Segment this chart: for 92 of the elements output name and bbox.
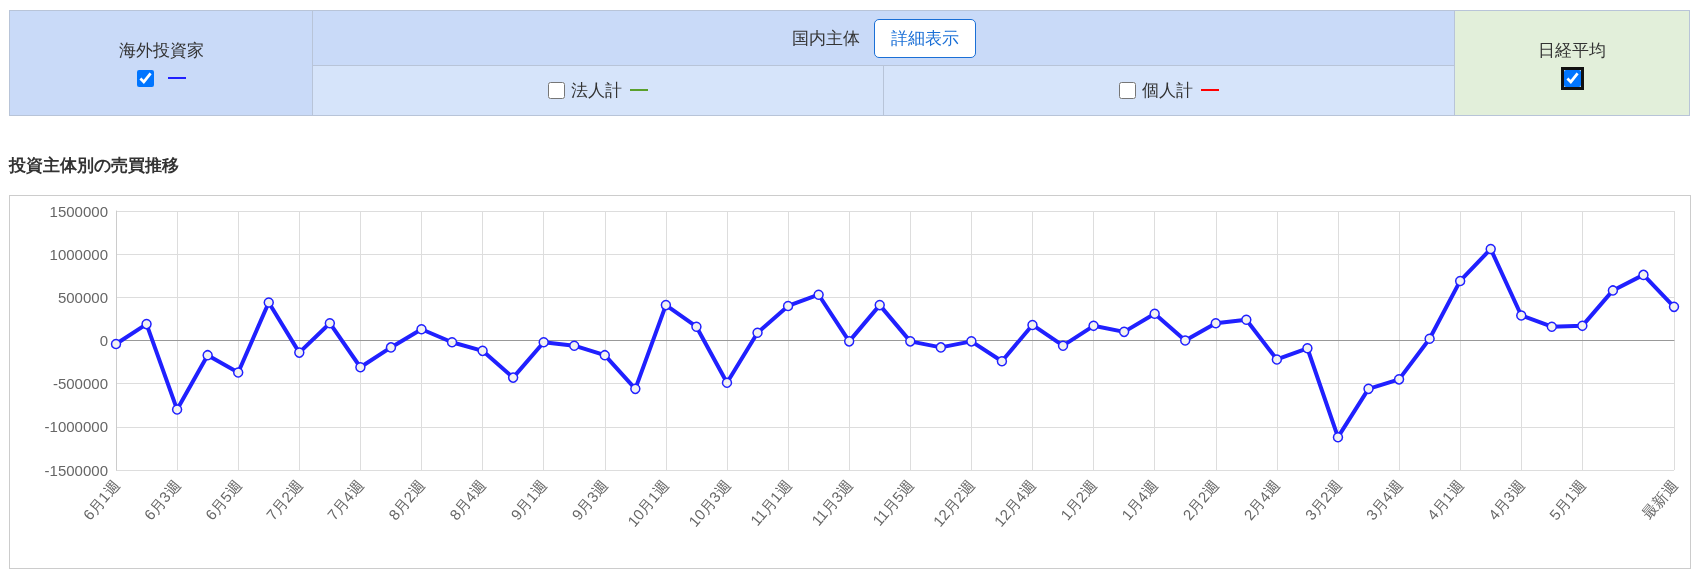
x-tick-label: 1月4週 <box>1118 476 1162 524</box>
point <box>1393 374 1405 385</box>
y-tick-label: -1000000 <box>44 418 108 436</box>
point <box>1179 335 1191 346</box>
x-tick-label: 6月5週 <box>201 476 245 524</box>
point <box>1363 383 1374 395</box>
point <box>294 347 305 358</box>
chart-title: 投資主体別の売買推移 <box>9 154 179 177</box>
x-tick-label: 11月5週 <box>869 476 917 529</box>
text: 日経平均 <box>1537 38 1607 62</box>
point <box>507 372 519 383</box>
x-tick-label: 9月3週 <box>568 476 612 524</box>
point <box>1577 320 1588 332</box>
y-tick-label: -1500000 <box>44 461 108 479</box>
point <box>691 321 702 332</box>
point <box>1027 319 1038 331</box>
point <box>1454 275 1466 287</box>
point <box>477 345 488 357</box>
y-tick-label: 1500000 <box>49 202 108 220</box>
x-tick-label: 8月2週 <box>384 476 428 524</box>
point <box>1241 314 1252 326</box>
point <box>1210 317 1222 329</box>
point <box>1607 285 1619 296</box>
point <box>843 336 855 347</box>
point <box>1516 310 1527 321</box>
x-tick-label: 2月4週 <box>1240 476 1284 524</box>
y-tick-label: 500000 <box>57 288 108 306</box>
y-tick-label: -500000 <box>52 375 108 393</box>
point <box>1302 343 1313 354</box>
point <box>538 336 549 348</box>
x-tick-label: 最新週 <box>1638 476 1681 522</box>
x-tick-label: 7月4週 <box>323 476 367 524</box>
x-tick-label: 4月3週 <box>1484 476 1528 524</box>
x-tick-label: 6月1週 <box>79 476 123 524</box>
point <box>1118 326 1130 338</box>
point <box>752 327 763 338</box>
point <box>721 377 733 389</box>
point <box>1149 308 1160 319</box>
x-tick-label: 10月1週 <box>623 476 673 530</box>
point <box>630 383 641 395</box>
x-tick-label: 3月2週 <box>1301 476 1345 524</box>
x-tick-label: 7月2週 <box>262 476 306 524</box>
point <box>966 336 977 347</box>
point <box>599 349 611 361</box>
x-tick-label: 2月2週 <box>1179 476 1223 524</box>
point <box>324 317 336 329</box>
point <box>1088 320 1099 332</box>
text: 個人計 <box>1142 80 1193 100</box>
point <box>782 300 794 312</box>
x-tick-label: 3月4週 <box>1362 476 1406 524</box>
point <box>446 336 458 348</box>
text: 国内主体 <box>791 27 860 48</box>
point <box>263 297 274 308</box>
point <box>232 367 244 378</box>
point <box>1424 333 1435 345</box>
point <box>996 355 1008 367</box>
point <box>385 342 397 353</box>
x-tick-label: 11月3週 <box>808 476 856 529</box>
x-tick-label: 11月1週 <box>746 476 795 529</box>
y-tick-label: 0 <box>99 332 108 349</box>
x-tick-label: 4月1週 <box>1423 476 1467 524</box>
point <box>1546 321 1558 332</box>
text: 海外投資家 <box>117 38 205 62</box>
point <box>1485 243 1496 255</box>
point <box>141 318 152 330</box>
x-tick-label: 10月3週 <box>685 476 734 530</box>
x-tick-label: 9月1週 <box>507 476 551 524</box>
point <box>171 404 183 415</box>
point <box>110 338 122 350</box>
x-tick-label: 8月4週 <box>446 476 490 524</box>
point <box>1332 431 1344 443</box>
point <box>905 336 916 347</box>
button: 詳細表示 <box>873 18 976 58</box>
point <box>568 340 580 351</box>
point <box>660 299 672 311</box>
y-tick-label: 1000000 <box>49 245 108 263</box>
point <box>1271 354 1283 365</box>
point <box>202 349 213 361</box>
x-tick-label: 1月2週 <box>1057 476 1101 524</box>
x-tick-label: 12月2週 <box>929 476 978 530</box>
text: 法人計 <box>571 80 622 100</box>
point <box>1668 301 1680 313</box>
point <box>874 299 885 311</box>
point <box>813 289 824 300</box>
point <box>355 362 366 373</box>
point <box>416 324 427 335</box>
point <box>935 342 947 353</box>
point <box>1057 340 1069 351</box>
x-tick-label: 12月4週 <box>990 476 1039 530</box>
point <box>1638 269 1649 281</box>
x-tick-label: 5月1週 <box>1545 476 1589 524</box>
x-tick-label: 6月3週 <box>140 476 184 524</box>
